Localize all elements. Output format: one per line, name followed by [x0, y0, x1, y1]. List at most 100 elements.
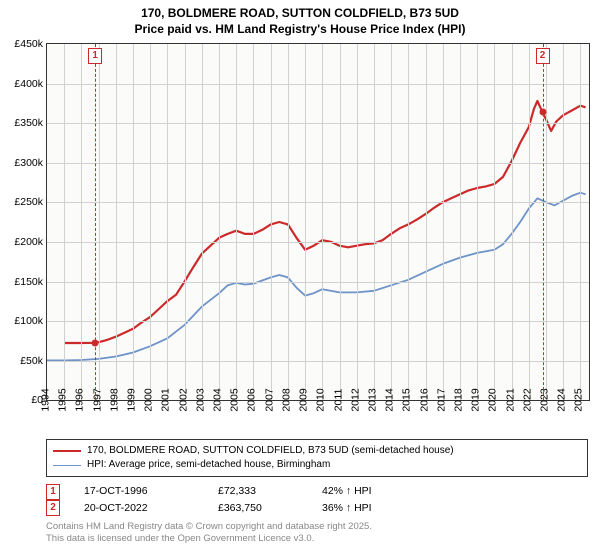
- gridline-v: [116, 44, 117, 400]
- x-tick-label: 2006: [242, 389, 258, 412]
- gridline-h: [47, 123, 589, 124]
- gridline-v: [426, 44, 427, 400]
- chart-plot-area: £0£50k£100k£150k£200k£250k£300k£350k£400…: [46, 43, 590, 401]
- gridline-v: [150, 44, 151, 400]
- x-tick-label: 2001: [156, 389, 172, 412]
- x-tick-label: 2000: [139, 389, 155, 412]
- event-marker: 2: [536, 48, 550, 64]
- event-marker: 1: [88, 48, 102, 64]
- gridline-v: [563, 44, 564, 400]
- x-tick-label: 1994: [35, 389, 51, 412]
- gridline-v: [546, 44, 547, 400]
- gridline-h: [47, 202, 589, 203]
- series-hpi: [47, 193, 586, 361]
- x-tick-label: 2025: [569, 389, 585, 412]
- y-tick-label: £200k: [14, 236, 47, 248]
- legend-row: 170, BOLDMERE ROAD, SUTTON COLDFIELD, B7…: [53, 444, 581, 458]
- title-line-2: Price paid vs. HM Land Registry's House …: [0, 22, 600, 38]
- gridline-v: [305, 44, 306, 400]
- series-property: [64, 101, 585, 343]
- gridline-v: [253, 44, 254, 400]
- events-row: 1 17-OCT-1996 £72,333 42% ↑ HPI: [46, 483, 588, 500]
- title-block: 170, BOLDMERE ROAD, SUTTON COLDFIELD, B7…: [0, 0, 600, 39]
- gridline-v: [99, 44, 100, 400]
- y-tick-label: £350k: [14, 117, 47, 129]
- x-tick-label: 1995: [53, 389, 69, 412]
- gridline-v: [64, 44, 65, 400]
- gridline-v: [357, 44, 358, 400]
- attribution: Contains HM Land Registry data © Crown c…: [46, 521, 588, 546]
- event-delta: 42% ↑ HPI: [322, 483, 372, 500]
- event-marker-ref: 1: [46, 484, 60, 500]
- gridline-v: [374, 44, 375, 400]
- y-tick-label: £400k: [14, 78, 47, 90]
- gridline-v: [477, 44, 478, 400]
- y-tick-label: £100k: [14, 315, 47, 327]
- y-tick-label: £300k: [14, 157, 47, 169]
- legend: 170, BOLDMERE ROAD, SUTTON COLDFIELD, B7…: [46, 439, 588, 477]
- x-tick-label: 2011: [328, 389, 344, 412]
- gridline-h: [47, 242, 589, 243]
- gridline-h: [47, 163, 589, 164]
- gridline-v: [271, 44, 272, 400]
- legend-swatch: [53, 465, 81, 466]
- events-row: 2 20-OCT-2022 £363,750 36% ↑ HPI: [46, 500, 588, 517]
- event-marker-ref: 2: [46, 500, 60, 516]
- x-tick-label: 2018: [448, 389, 464, 412]
- gridline-v: [167, 44, 168, 400]
- events-table: 1 17-OCT-1996 £72,333 42% ↑ HPI 2 20-OCT-2022…: [46, 483, 588, 517]
- gridline-v: [236, 44, 237, 400]
- gridline-v: [512, 44, 513, 400]
- y-tick-label: £450k: [14, 38, 47, 50]
- gridline-h: [47, 361, 589, 362]
- event-line: [543, 44, 544, 400]
- gridline-v: [185, 44, 186, 400]
- x-tick-label: 2014: [379, 389, 395, 412]
- x-tick-label: 2020: [483, 389, 499, 412]
- gridline-h: [47, 321, 589, 322]
- event-price: £363,750: [218, 500, 298, 517]
- gridline-h: [47, 84, 589, 85]
- gridline-v: [408, 44, 409, 400]
- gridline-v: [494, 44, 495, 400]
- title-line-1: 170, BOLDMERE ROAD, SUTTON COLDFIELD, B7…: [0, 6, 600, 22]
- event-date: 20-OCT-2022: [84, 500, 194, 517]
- legend-row: HPI: Average price, semi-detached house,…: [53, 458, 581, 472]
- y-tick-label: £250k: [14, 196, 47, 208]
- gridline-v: [391, 44, 392, 400]
- series-svg: [47, 44, 589, 400]
- sale-dot: [92, 339, 99, 346]
- x-tick-label: 2013: [362, 389, 378, 412]
- gridline-v: [133, 44, 134, 400]
- legend-label: 170, BOLDMERE ROAD, SUTTON COLDFIELD, B7…: [87, 444, 454, 458]
- x-tick-label: 2010: [311, 389, 327, 412]
- legend-label: HPI: Average price, semi-detached house,…: [87, 458, 330, 472]
- sale-dot: [539, 109, 546, 116]
- x-tick-label: 2008: [276, 389, 292, 412]
- x-tick-label: 1999: [121, 389, 137, 412]
- gridline-h: [47, 282, 589, 283]
- x-tick-label: 2017: [431, 389, 447, 412]
- attribution-line-2: This data is licensed under the Open Gov…: [46, 533, 588, 545]
- gridline-v: [460, 44, 461, 400]
- chart-container: 170, BOLDMERE ROAD, SUTTON COLDFIELD, B7…: [0, 0, 600, 560]
- x-tick-label: 2005: [225, 389, 241, 412]
- x-tick-label: 2021: [500, 389, 516, 412]
- x-tick-label: 2003: [190, 389, 206, 412]
- event-date: 17-OCT-1996: [84, 483, 194, 500]
- y-tick-label: £150k: [14, 276, 47, 288]
- gridline-v: [81, 44, 82, 400]
- event-price: £72,333: [218, 483, 298, 500]
- x-tick-label: 2002: [173, 389, 189, 412]
- gridline-v: [322, 44, 323, 400]
- x-tick-label: 1996: [70, 389, 86, 412]
- gridline-v: [340, 44, 341, 400]
- event-line: [95, 44, 96, 400]
- gridline-v: [288, 44, 289, 400]
- x-tick-label: 1998: [104, 389, 120, 412]
- gridline-v: [529, 44, 530, 400]
- x-tick-label: 2022: [517, 389, 533, 412]
- gridline-v: [219, 44, 220, 400]
- x-tick-label: 2015: [397, 389, 413, 412]
- event-delta: 36% ↑ HPI: [322, 500, 372, 517]
